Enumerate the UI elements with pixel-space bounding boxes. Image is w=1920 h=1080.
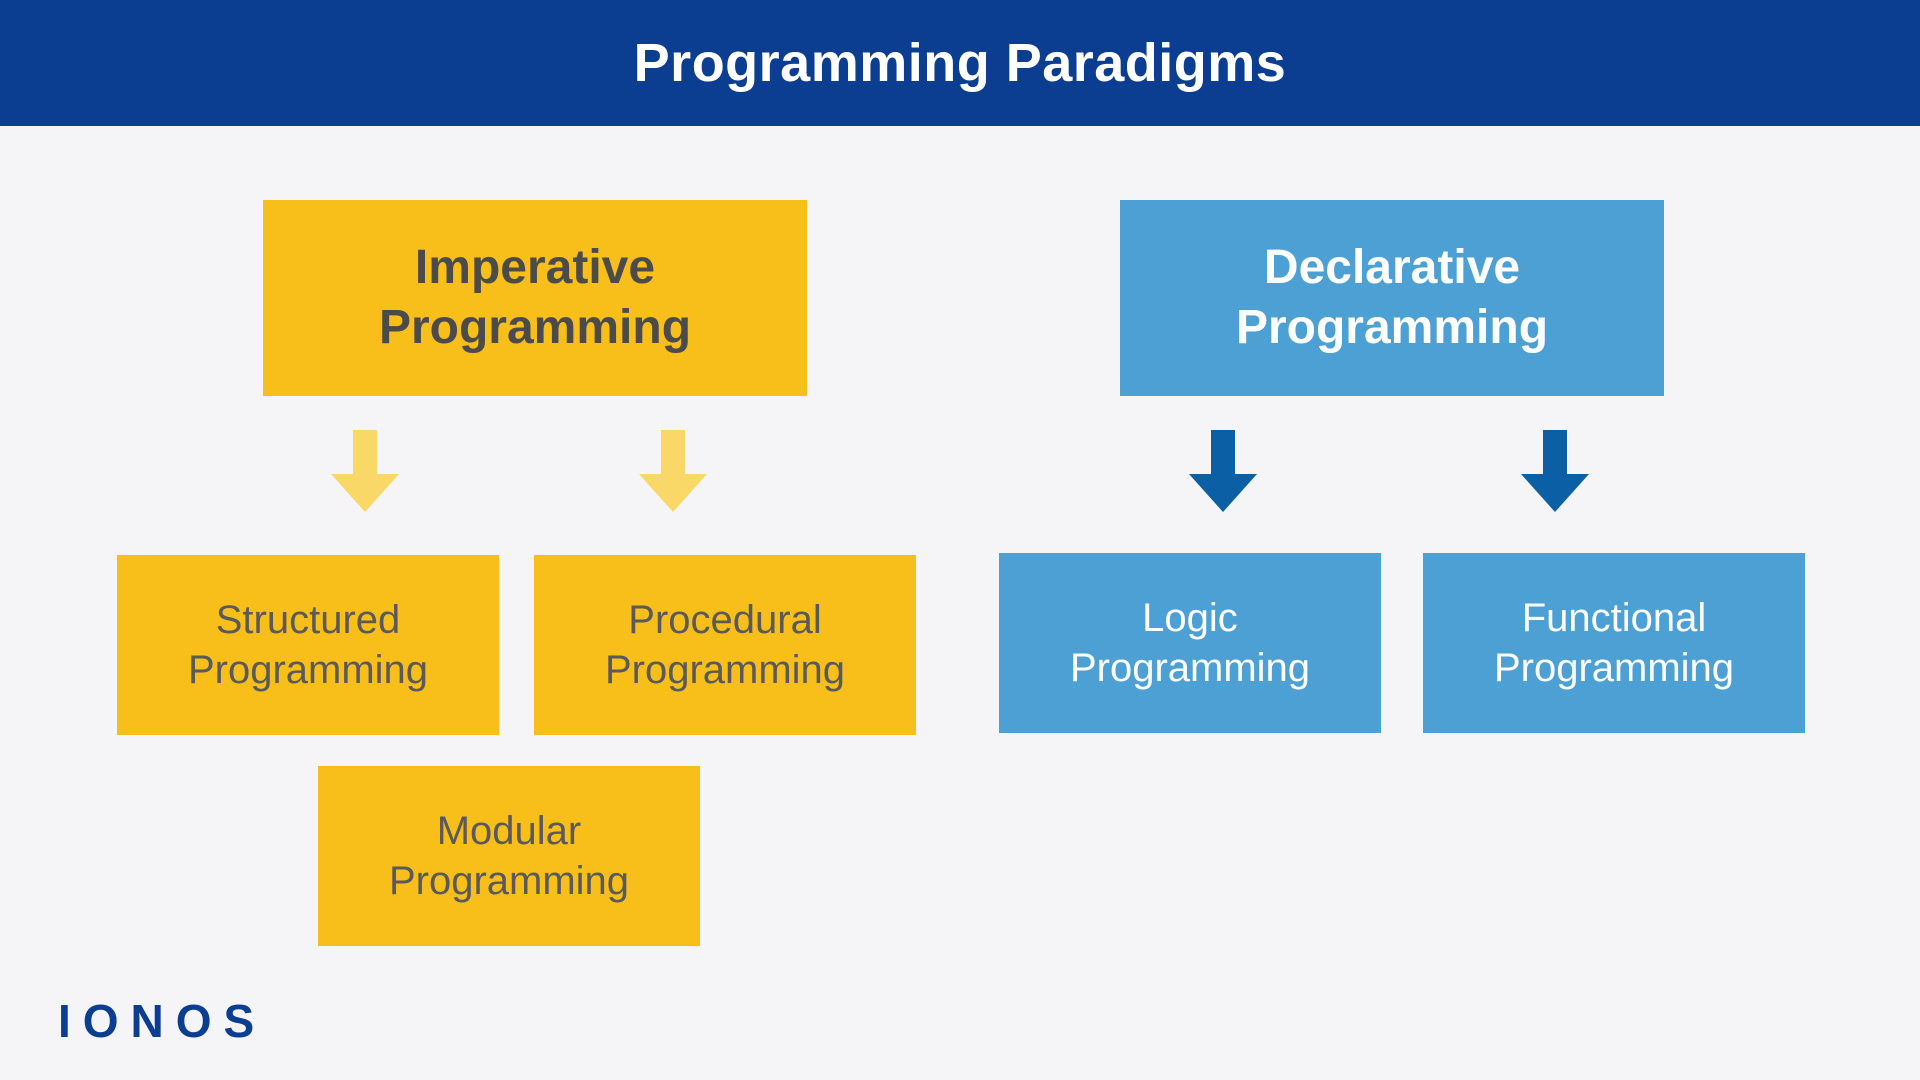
node-modular: Modular Programming xyxy=(318,766,700,946)
node-functional: Functional Programming xyxy=(1423,553,1805,733)
node-label-logic: Logic Programming xyxy=(1070,593,1310,693)
node-label-structured: Structured Programming xyxy=(188,595,428,695)
node-logic: Logic Programming xyxy=(999,553,1381,733)
header-bar: Programming Paradigms xyxy=(0,0,1920,126)
node-procedural: Procedural Programming xyxy=(534,555,916,735)
arrow-down-icon xyxy=(639,430,707,512)
arrow-down-icon xyxy=(1521,430,1589,512)
arrow-down-icon xyxy=(331,430,399,512)
node-label-imperative: Imperative Programming xyxy=(379,238,691,358)
node-label-declarative: Declarative Programming xyxy=(1236,238,1548,358)
node-imperative: Imperative Programming xyxy=(263,200,807,396)
node-declarative: Declarative Programming xyxy=(1120,200,1664,396)
page-title: Programming Paradigms xyxy=(634,32,1287,94)
node-structured: Structured Programming xyxy=(117,555,499,735)
ionos-logo: IONOS xyxy=(58,994,266,1048)
arrow-down-icon xyxy=(1189,430,1257,512)
node-label-functional: Functional Programming xyxy=(1494,593,1734,693)
node-label-procedural: Procedural Programming xyxy=(605,595,845,695)
node-label-modular: Modular Programming xyxy=(389,806,629,906)
